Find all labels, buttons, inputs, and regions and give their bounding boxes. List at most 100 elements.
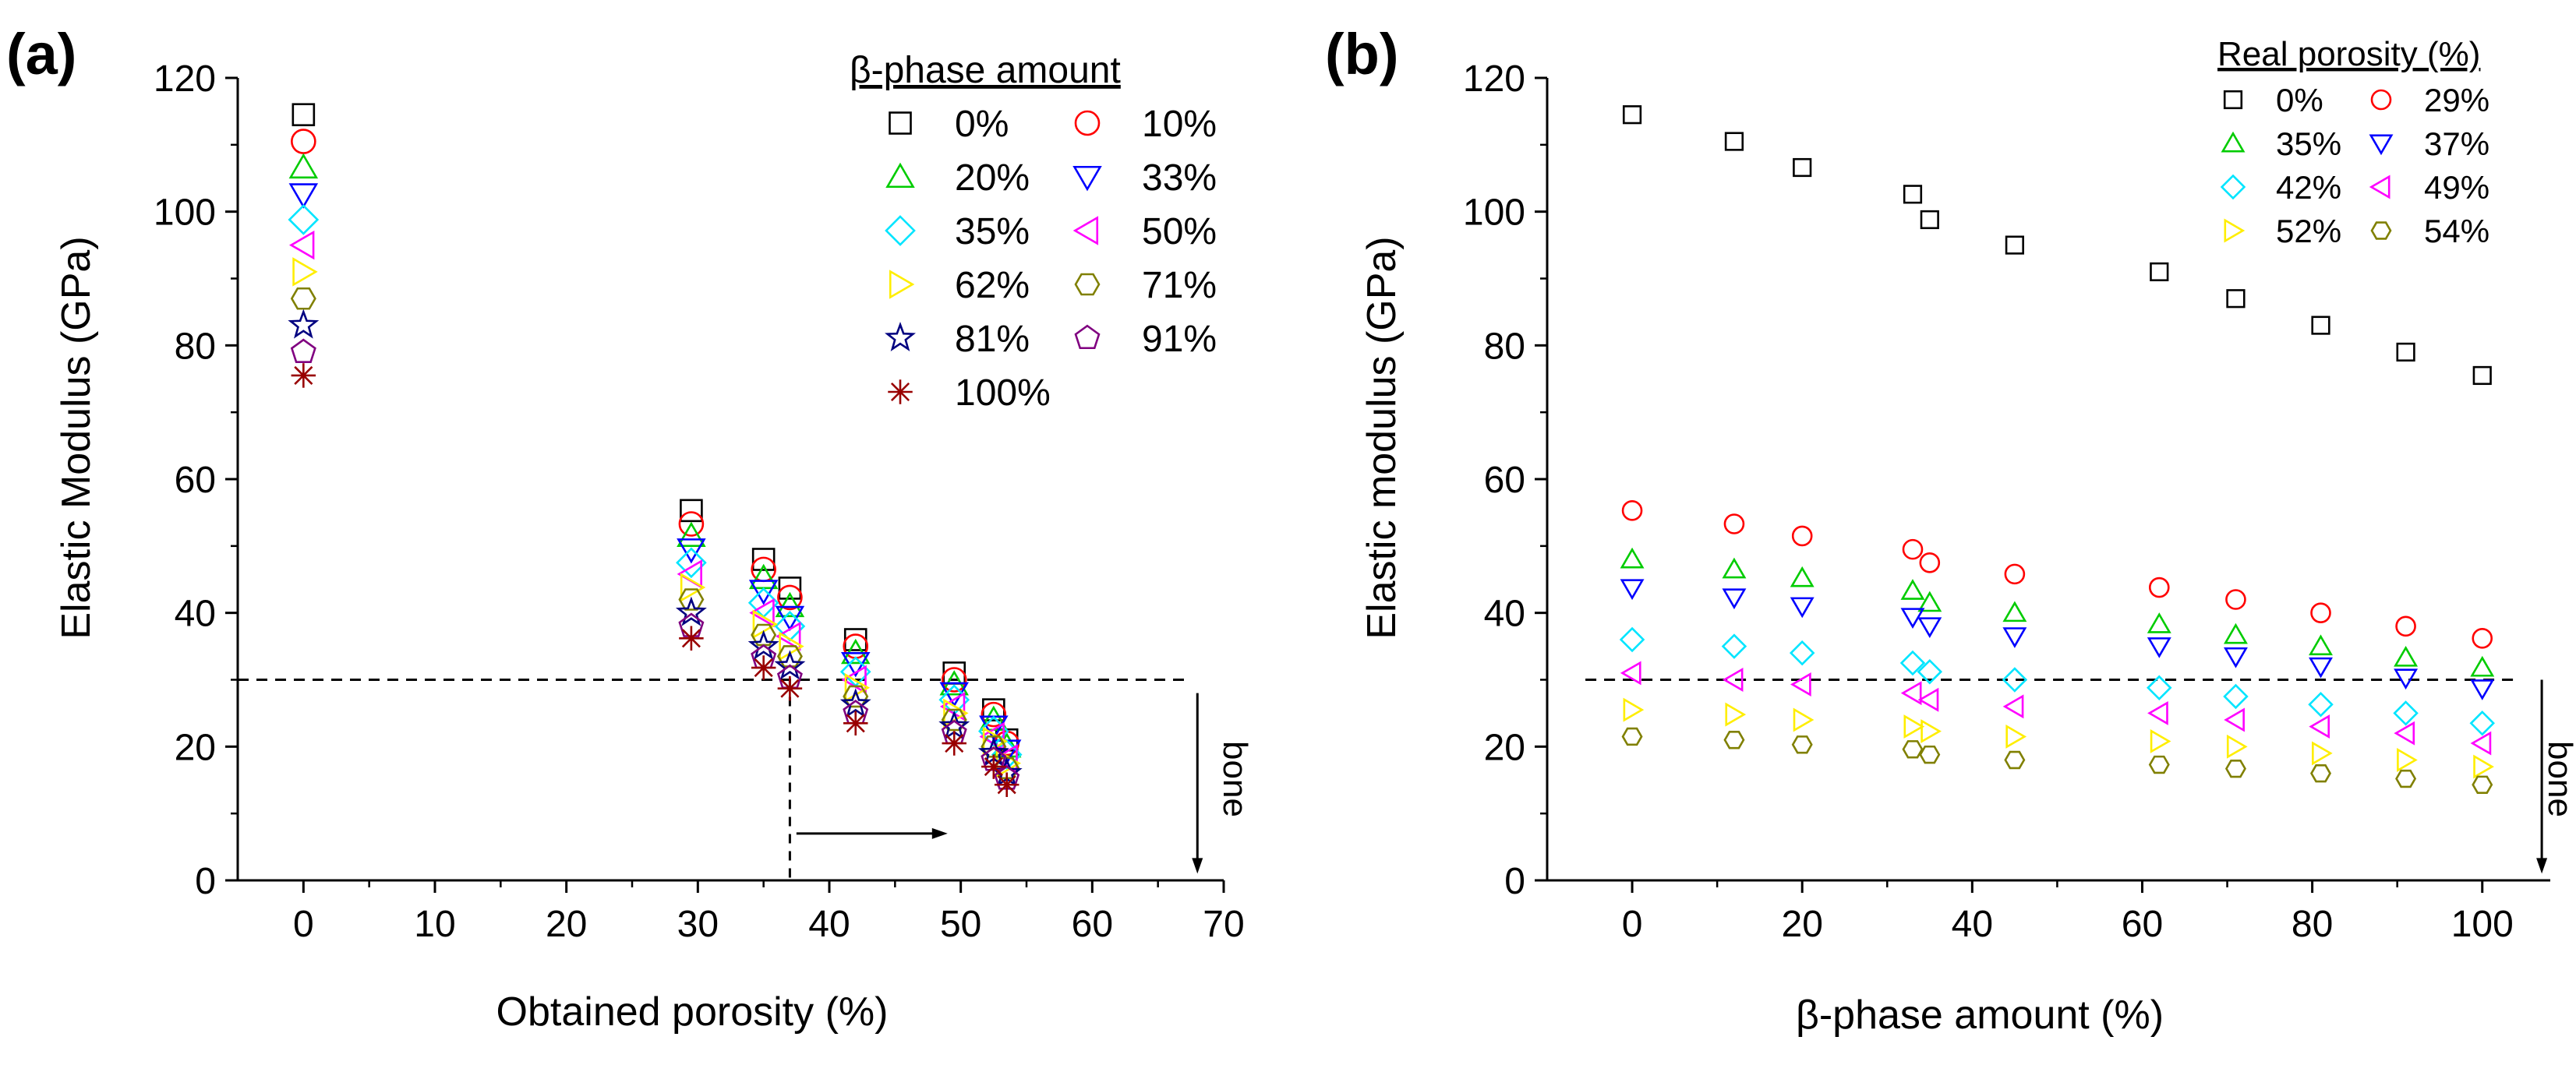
data-point-a-6-5 — [943, 698, 969, 728]
data-point-b-5-5 — [2002, 694, 2024, 719]
data-point-b-5-3 — [1900, 681, 1922, 706]
data-point-b-0-10 — [2472, 365, 2492, 386]
data-point-a-2-1 — [677, 521, 706, 548]
data-point-b-6-9 — [2397, 748, 2418, 772]
legend-b-marker-0 — [2223, 90, 2243, 110]
data-point-b-1-5 — [2004, 563, 2026, 585]
data-point-b-1-8 — [2310, 602, 2331, 623]
data-point-a-6-2 — [752, 609, 779, 640]
data-point-a-0-2 — [751, 548, 776, 571]
data-point-b-2-7 — [2223, 622, 2248, 644]
y-tick-label: 40 — [1484, 594, 1525, 635]
data-point-b-3-4 — [1917, 617, 1942, 639]
x-tick-label: 20 — [546, 904, 587, 945]
data-point-a-6-0 — [292, 257, 318, 287]
data-point-a-0-0 — [292, 103, 316, 127]
legend-a-label-3: 33% — [1142, 157, 1217, 199]
panel-b-data-marks — [1585, 105, 2548, 874]
legend-b-marker-1 — [2370, 89, 2392, 111]
legend-a-label-5: 50% — [1142, 211, 1217, 252]
y-tick-label: 80 — [175, 326, 216, 367]
data-point-b-3-8 — [2309, 657, 2333, 679]
panel-a-label: (a) — [6, 22, 76, 86]
data-point-b-3-2 — [1790, 597, 1815, 619]
y-tick-label: 0 — [1504, 861, 1525, 902]
data-point-b-7-5 — [2004, 750, 2026, 770]
data-point-a-2-0 — [288, 153, 319, 179]
legend-b-label-2: 35% — [2276, 125, 2341, 162]
data-point-a-5-3 — [776, 621, 801, 651]
y-tick-label: 60 — [1484, 460, 1525, 501]
panel-b-bone-label: bone — [2541, 741, 2576, 817]
data-point-b-7-8 — [2310, 763, 2332, 783]
data-point-b-4-4 — [1917, 658, 1943, 685]
panel-a-data-marks — [238, 103, 1203, 880]
x-tick-label: 20 — [1782, 904, 1823, 945]
data-point-b-0-9 — [2396, 342, 2415, 362]
x-tick-label: 80 — [2292, 904, 2333, 945]
data-point-a-3-1 — [677, 538, 706, 564]
y-tick-label: 120 — [154, 58, 216, 100]
data-point-a-0-1 — [680, 499, 703, 523]
legend-b-label-1: 29% — [2424, 82, 2489, 118]
data-point-b-4-5 — [2002, 667, 2028, 693]
data-point-b-5-4 — [1917, 687, 1939, 712]
y-tick-label: 0 — [195, 861, 216, 902]
data-point-b-4-8 — [2308, 692, 2334, 718]
data-point-a-3-5 — [939, 682, 969, 708]
data-point-b-0-2 — [1793, 157, 1812, 178]
data-point-b-1-4 — [1919, 552, 1941, 573]
data-point-b-2-6 — [2147, 612, 2171, 633]
data-point-a-8-3 — [774, 650, 806, 680]
data-point-a-5-2 — [749, 598, 775, 628]
data-point-a-1-3 — [777, 584, 803, 611]
legend-b-label-5: 49% — [2424, 169, 2489, 206]
data-point-b-0-8 — [2311, 316, 2330, 335]
panel-b-legend: 0% 29% 35% 37% 42% 49% 52% 54% — [2220, 82, 2489, 249]
legend-b-label-7: 54% — [2424, 213, 2489, 249]
legend-b-marker-6 — [2224, 218, 2246, 243]
data-point-b-2-9 — [2394, 645, 2419, 667]
data-point-a-10-7 — [994, 772, 1019, 798]
x-tick-label: 0 — [1622, 904, 1643, 945]
legend-a-marker-5 — [1072, 216, 1099, 245]
data-point-b-4-3 — [1899, 650, 1926, 676]
data-point-b-1-6 — [2148, 577, 2170, 598]
data-point-a-7-1 — [678, 588, 705, 611]
y-tick-label: 100 — [154, 192, 216, 234]
data-point-b-6-10 — [2473, 754, 2494, 779]
data-point-a-9-0 — [290, 338, 316, 363]
panel-b-x-axis-title: β-phase amount (%) — [1796, 993, 2164, 1038]
data-point-b-2-3 — [1900, 579, 1925, 600]
legend-a-label-8: 81% — [955, 319, 1030, 360]
data-point-b-0-0 — [1622, 105, 1642, 125]
data-point-a-10-4 — [843, 711, 868, 736]
data-point-a-1-1 — [678, 511, 705, 537]
data-point-b-5-9 — [2394, 721, 2415, 746]
legend-a-label-6: 62% — [955, 265, 1030, 306]
legend-a-marker-8 — [885, 322, 916, 351]
legend-a-label-1: 10% — [1142, 104, 1217, 145]
data-point-a-0-3 — [778, 577, 802, 600]
data-point-a-8-1 — [675, 596, 707, 626]
legend-a-label-4: 35% — [955, 211, 1030, 252]
legend-a-marker-6 — [889, 270, 915, 299]
data-point-b-6-0 — [1623, 697, 1645, 722]
legend-a-label-10: 100% — [955, 372, 1051, 414]
data-point-b-2-1 — [1722, 557, 1747, 579]
legend-a-marker-2 — [885, 162, 915, 189]
x-tick-label: 10 — [414, 904, 455, 945]
y-tick-label: 40 — [175, 594, 216, 635]
data-point-b-1-0 — [1621, 500, 1643, 521]
legend-b-marker-3 — [2369, 134, 2394, 156]
panel-b-axes: 0 20 40 60 80 100 120 0 20 40 60 80 100 — [1463, 58, 2550, 945]
x-tick-label: 40 — [1952, 904, 1993, 945]
data-point-b-1-10 — [2472, 627, 2493, 649]
panel-a-legend: 0% 10% 20% 33% 35% 50% 62% 71% 81% 91% 100% — [885, 104, 1217, 414]
data-point-b-6-3 — [1903, 714, 1925, 739]
data-point-a-6-1 — [680, 573, 706, 602]
data-point-a-3-0 — [288, 183, 319, 209]
data-point-a-5-0 — [288, 230, 315, 260]
data-point-b-1-2 — [1791, 525, 1813, 547]
data-point-a-10-3 — [777, 675, 803, 701]
